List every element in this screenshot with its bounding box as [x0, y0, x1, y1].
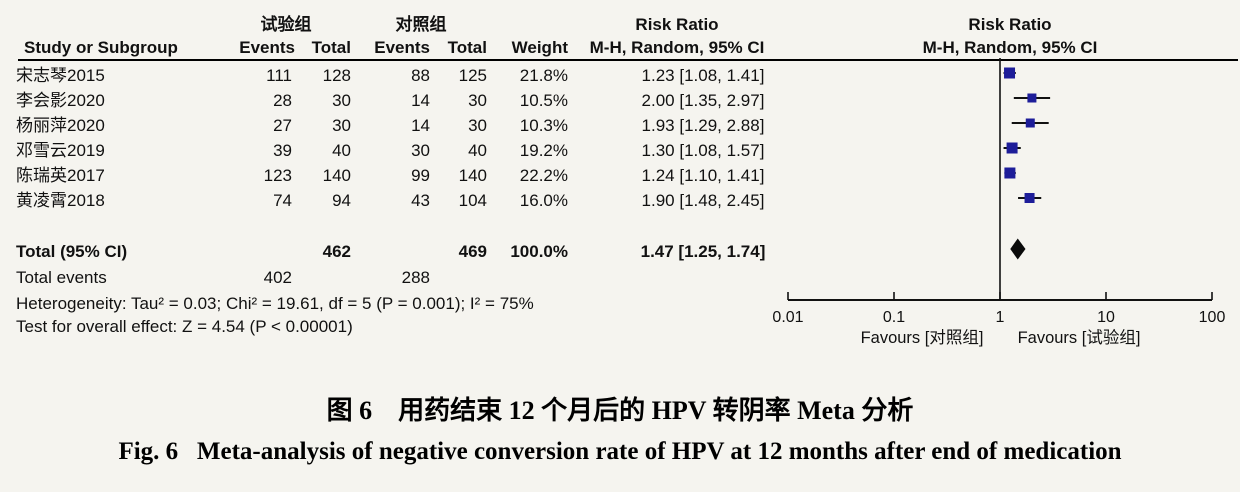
study-events-exp: 74 [273, 191, 292, 210]
header-underline [18, 59, 1238, 61]
total-exp-n: 462 [322, 242, 351, 261]
study-weight: 10.3% [519, 116, 568, 135]
study-events-exp: 123 [263, 166, 292, 185]
col-events-exp: Events [239, 38, 295, 57]
study-name: 陈瑞英2017 [16, 166, 105, 185]
study-weight: 21.8% [519, 66, 568, 85]
col-total-exp: Total [311, 38, 351, 57]
study-events-ctrl: 88 [411, 66, 430, 85]
study-total-ctrl: 40 [468, 141, 487, 160]
study-name: 宋志琴2015 [16, 66, 105, 85]
col-risk-ratio-text: Risk Ratio [635, 15, 719, 34]
axis-tick-label: 0.1 [883, 309, 905, 326]
study-total-ctrl: 30 [468, 116, 487, 135]
col-study: Study or Subgroup [24, 38, 178, 57]
caption-chinese: 图 6 用药结束 12 个月后的 HPV 转阴率 Meta 分析 [326, 396, 914, 425]
study-events-exp: 39 [273, 141, 292, 160]
study-weight: 10.5% [519, 91, 568, 110]
axis-tick-label: 1 [996, 309, 1005, 326]
study-weight: 16.0% [519, 191, 568, 210]
pooled-diamond [1010, 238, 1026, 260]
total-ctrl-n: 469 [458, 242, 487, 261]
study-total-ctrl: 125 [458, 66, 487, 85]
study-weight: 22.2% [519, 166, 568, 185]
study-total-exp: 94 [332, 191, 351, 210]
effect-square [1024, 193, 1035, 203]
study-total-exp: 30 [332, 116, 351, 135]
study-events-ctrl: 99 [411, 166, 430, 185]
axis-tick-label: 100 [1199, 309, 1226, 326]
study-name: 杨丽萍2020 [16, 116, 105, 135]
forest-plot-canvas: 0.01 0.1 1 10 100 Favours [对照组] Favours [试验组] [772, 58, 1226, 347]
total-events-ctrl: 288 [401, 268, 430, 287]
study-events-ctrl: 43 [411, 191, 430, 210]
col-group-experimental: 试验组 [260, 15, 312, 34]
favours-experimental-label: Favours [试验组] [1018, 328, 1141, 347]
effect-square [1004, 167, 1016, 179]
study-name: 黄凌霄2018 [16, 191, 105, 210]
study-name: 邓雪云2019 [16, 141, 105, 160]
study-rr-ci: 1.23 [1.08, 1.41] [641, 66, 765, 85]
study-events-ctrl: 14 [411, 91, 430, 110]
study-rr-ci: 1.90 [1.48, 2.45] [641, 191, 765, 210]
col-total-ctrl: Total [447, 38, 487, 57]
study-rr-ci: 1.93 [1.29, 2.88] [641, 116, 765, 135]
total-rr-ci: 1.47 [1.25, 1.74] [640, 242, 766, 261]
study-total-ctrl: 30 [468, 91, 487, 110]
total-label: Total (95% CI) [16, 242, 128, 261]
total-events-label: Total events [16, 268, 107, 287]
study-rr-ci: 1.24 [1.10, 1.41] [641, 166, 765, 185]
study-rr-ci: 1.30 [1.08, 1.57] [641, 141, 765, 160]
study-total-exp: 128 [322, 66, 351, 85]
total-events-exp: 402 [263, 268, 292, 287]
study-total-exp: 40 [332, 141, 351, 160]
study-events-exp: 28 [273, 91, 292, 110]
caption-english: Fig. 6 Meta-analysis of negative convers… [118, 438, 1122, 465]
study-events-exp: 111 [266, 66, 292, 85]
col-method-text: M-H, Random, 95% CI [589, 38, 765, 57]
effect-square [1004, 67, 1016, 79]
heterogeneity-line: Heterogeneity: Tau² = 0.03; Chi² = 19.61… [16, 294, 534, 313]
study-total-ctrl: 104 [458, 191, 487, 210]
study-name: 李会影2020 [16, 91, 105, 110]
axis-tick-label: 10 [1097, 309, 1115, 326]
col-method-plot: M-H, Random, 95% CI [922, 38, 1098, 57]
study-total-ctrl: 140 [458, 166, 487, 185]
col-weight: Weight [511, 38, 568, 57]
study-total-exp: 30 [332, 91, 351, 110]
overall-effect-line: Test for overall effect: Z = 4.54 (P < 0… [16, 317, 353, 336]
effect-square [1025, 118, 1035, 128]
col-group-control: 对照组 [395, 15, 447, 34]
col-risk-ratio-plot: Risk Ratio [968, 15, 1052, 34]
study-rr-ci: 2.00 [1.35, 2.97] [641, 91, 765, 110]
col-events-ctrl: Events [374, 38, 430, 57]
study-total-exp: 140 [322, 166, 351, 185]
study-events-exp: 27 [273, 116, 292, 135]
total-weight: 100.0% [510, 242, 568, 261]
favours-control-label: Favours [对照组] [861, 328, 984, 347]
study-weight: 19.2% [519, 141, 568, 160]
axis-tick-label: 0.01 [772, 309, 803, 326]
effect-square [1006, 142, 1018, 154]
study-events-ctrl: 14 [411, 116, 430, 135]
study-events-ctrl: 30 [411, 141, 430, 160]
effect-square [1027, 93, 1037, 103]
